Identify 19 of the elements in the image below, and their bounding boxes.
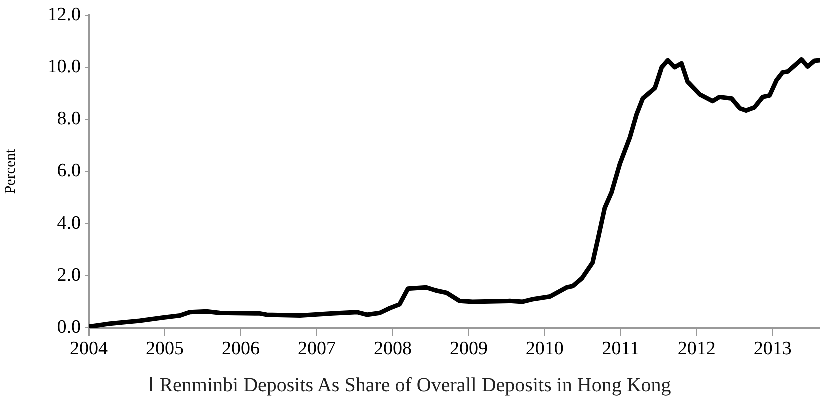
y-tick-label: 6.0 bbox=[57, 160, 81, 182]
y-tick-label: 0.0 bbox=[57, 316, 81, 338]
x-tick-label: 2008 bbox=[374, 338, 412, 360]
y-tick-label: 8.0 bbox=[57, 108, 81, 130]
y-tick-label: 4.0 bbox=[57, 212, 81, 234]
x-tick-label: 2010 bbox=[526, 338, 564, 360]
x-tick-label: 2005 bbox=[146, 338, 184, 360]
y-axis-title: Percent bbox=[2, 148, 19, 194]
x-tick-label: 2006 bbox=[222, 338, 260, 360]
x-tick-label: 2009 bbox=[450, 338, 488, 360]
x-tick-label: 2012 bbox=[678, 338, 716, 360]
x-tick-label: 2013 bbox=[754, 338, 792, 360]
x-tick-label: 2011 bbox=[602, 338, 640, 360]
y-tick-label: 2.0 bbox=[57, 264, 81, 286]
x-tick-label: 2007 bbox=[298, 338, 336, 360]
x-tick-label: 2004 bbox=[70, 338, 108, 360]
text: Ⅰ Renminbi Deposits As Share of Overall Deposits in Hong Kong bbox=[148, 374, 672, 396]
y-tick-label: 12.0 bbox=[48, 4, 81, 26]
y-tick-label: 10.0 bbox=[48, 56, 81, 78]
